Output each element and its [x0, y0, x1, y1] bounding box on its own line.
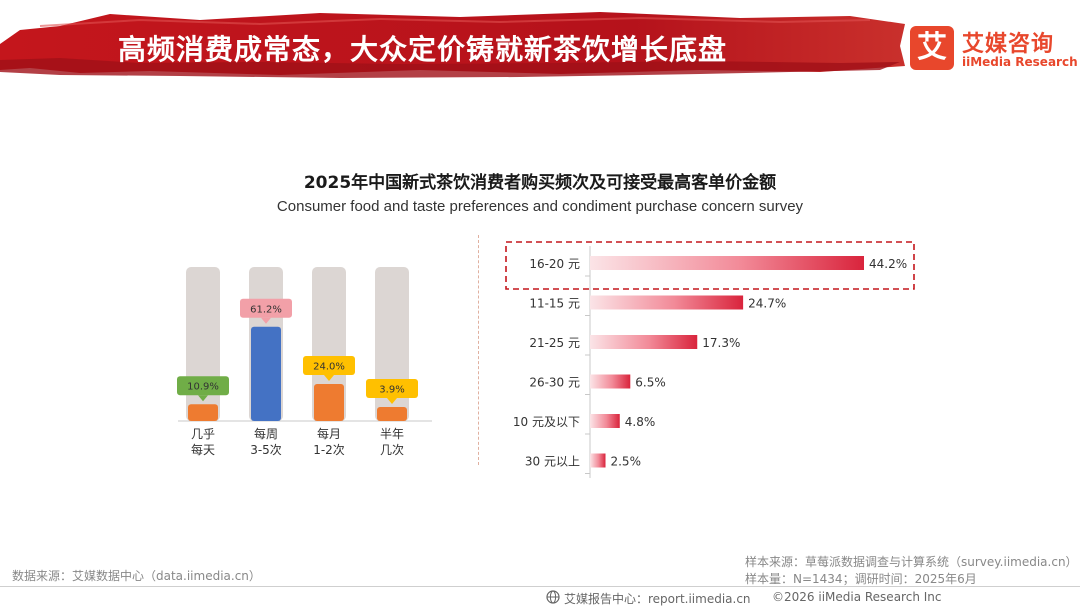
data-label: 61.2%	[250, 304, 282, 315]
page-title: 高频消费成常态，大众定价铸就新茶饮增长底盘	[118, 33, 728, 66]
category-label: 26-30 元	[529, 376, 580, 390]
data-label-pointer	[261, 317, 271, 324]
category-label: 11-15 元	[529, 297, 580, 311]
sample-source: 样本来源：草莓派数据调查与计算系统（survey.iimedia.cn）	[745, 555, 1078, 569]
bar	[590, 295, 744, 310]
bar	[590, 335, 698, 349]
category-label: 30 元以上	[525, 455, 580, 469]
category-label: 半年	[380, 427, 404, 441]
data-label-pointer	[324, 375, 334, 382]
category-label: 几乎	[191, 427, 215, 441]
data-label: 6.5%	[635, 376, 666, 390]
bar	[314, 384, 344, 421]
bar-track	[312, 267, 346, 421]
logo-text-cn: 艾媒咨询	[962, 32, 1055, 57]
category-label: 3-5次	[250, 443, 282, 457]
bar	[590, 453, 606, 468]
category-label: 10 元及以下	[513, 415, 580, 429]
category-label: 几次	[380, 443, 404, 457]
category-label: 每月	[317, 426, 341, 441]
bar	[188, 404, 218, 421]
report-center-link[interactable]: 艾媒报告中心：report.iimedia.cn	[564, 592, 751, 606]
category-label: 1-2次	[313, 443, 345, 457]
highlight-box	[505, 241, 915, 290]
data-label-pointer	[198, 395, 208, 402]
bar	[590, 414, 620, 428]
footer-divider	[0, 586, 1080, 587]
data-label: 17.3%	[702, 336, 740, 350]
data-label-bubble	[240, 298, 292, 318]
data-label-pointer	[387, 398, 397, 404]
chart-subtitle: Consumer food and taste preferences and …	[276, 198, 804, 215]
data-label: 4.8%	[625, 415, 656, 429]
header-banner	[0, 12, 905, 78]
category-label: 16-20 元	[529, 257, 580, 271]
bar	[377, 407, 407, 421]
logo-text-en: iiMedia Research	[962, 55, 1078, 69]
category-label: 21-25 元	[529, 336, 580, 350]
category-label: 每天	[191, 442, 215, 457]
logo-mark: 艾	[910, 26, 954, 70]
data-source: 数据来源：艾媒数据中心（data.iimedia.cn）	[12, 569, 261, 583]
data-label-bubble	[303, 356, 355, 376]
chart-title: 2025年中国新式茶饮消费者购买频次及可接受最高客单价金额	[303, 173, 777, 193]
data-label: 44.2%	[869, 257, 907, 271]
bar	[251, 326, 281, 421]
data-label: 10.9%	[187, 382, 219, 393]
data-label: 24.7%	[748, 297, 786, 311]
category-label: 每周	[254, 426, 278, 441]
price-chart: 16-20 元 44.2% 11-15 元 24.7% 21-25 元 17.3% 26-3…	[505, 241, 915, 478]
data-label-bubble	[177, 376, 229, 396]
bar	[590, 256, 864, 270]
globe-icon	[546, 590, 560, 604]
sample-size: 样本量：N=1434；调研时间：2025年6月	[745, 572, 977, 586]
data-label: 24.0%	[313, 362, 345, 373]
data-label: 2.5%	[610, 455, 641, 469]
chart-divider	[478, 235, 479, 465]
data-label: 3.9%	[379, 385, 404, 396]
copyright: ©2026 iiMedia Research Inc	[772, 590, 942, 604]
data-label-bubble	[366, 379, 418, 398]
bar	[590, 374, 631, 389]
